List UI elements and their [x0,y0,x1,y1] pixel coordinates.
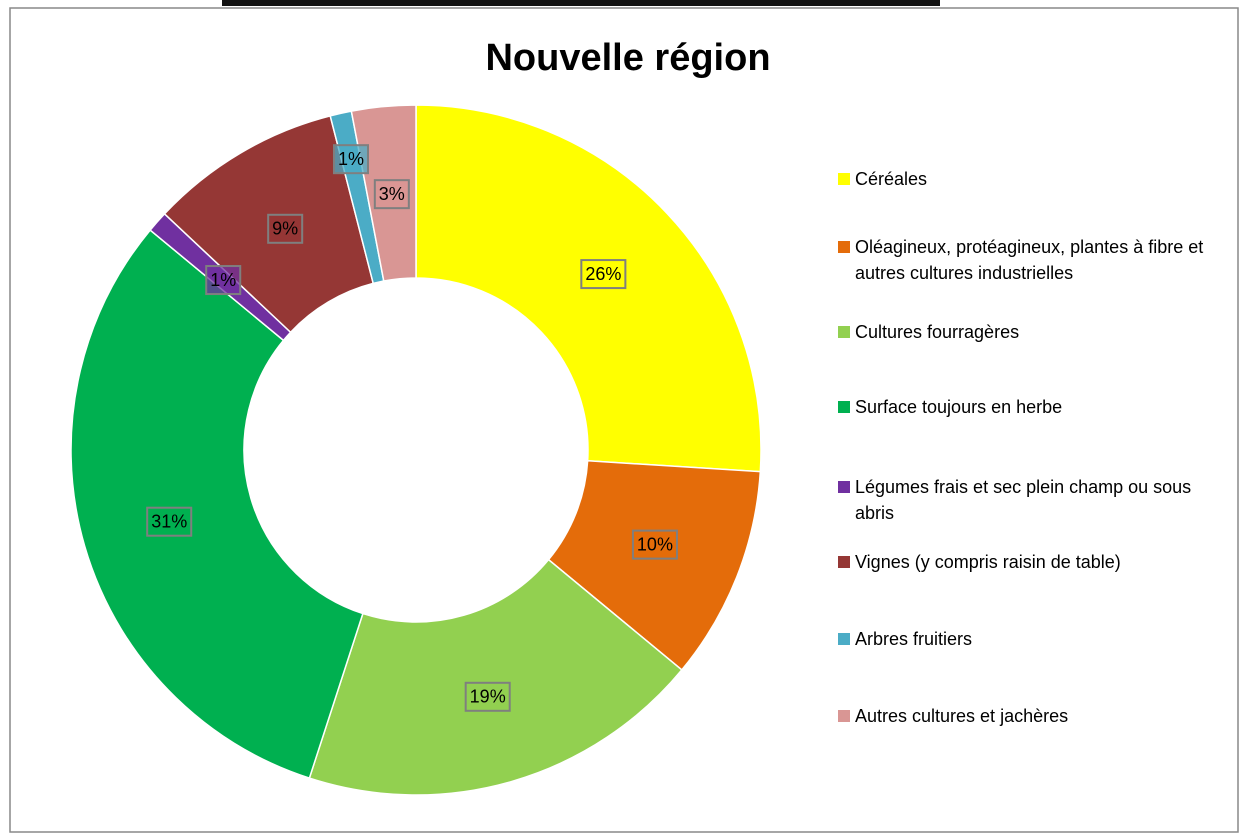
data-label-box [373,179,410,210]
legend-swatch [838,401,850,413]
legend-label: Légumes frais et sec plein champ ou sous… [855,477,1192,523]
data-label: 1% [210,270,236,290]
legend-item: Surface toujours en herbe [838,394,1233,420]
legend-label: Vignes (y compris raisin de table) [855,552,1121,572]
chart-title: Nouvelle région [485,37,770,79]
donut-slice [308,558,683,796]
data-label: 3% [379,184,405,204]
data-label: 31% [151,511,187,531]
legend-label: Oléagineux, protéagineux, plantes à fibr… [855,237,1204,283]
data-label-box [580,259,627,290]
legend-item: Arbres fruitiers [838,626,1233,652]
legend-swatch [838,481,850,493]
legend-item: Oléagineux, protéagineux, plantes à fibr… [838,234,1233,286]
legend-swatch [838,241,850,253]
legend-label: Autres cultures et jachères [855,706,1069,726]
data-label-box [631,529,678,560]
legend-swatch [838,173,850,185]
legend-item: Légumes frais et sec plein champ ou sous… [838,474,1233,526]
legend-label: Arbres fruitiers [855,629,973,649]
donut-slice [70,229,364,780]
data-label: 19% [470,687,506,707]
data-label-box [332,144,370,175]
legend-swatch [838,633,850,645]
data-label-box [146,506,193,537]
data-label: 1% [338,149,364,169]
data-label: 26% [585,264,621,284]
legend-swatch [838,556,850,568]
data-label-box [267,213,304,244]
legend-label: Cultures fourragères [855,322,1020,342]
cropped-heading [222,0,940,6]
legend-item: Autres cultures et jachères [838,703,1233,729]
legend-item: Vignes (y compris raisin de table) [838,549,1233,575]
data-label: 9% [272,219,298,239]
legend-item: Céréales [838,166,1233,192]
legend-swatch [838,326,850,338]
legend-item: Cultures fourragères [838,319,1233,345]
data-label-box [464,681,511,712]
donut-slice [547,460,762,671]
legend-label: Surface toujours en herbe [855,397,1063,417]
legend-label: Céréales [855,169,928,189]
data-label: 10% [637,534,673,554]
legend-swatch [838,710,850,722]
data-label-box [205,265,242,296]
